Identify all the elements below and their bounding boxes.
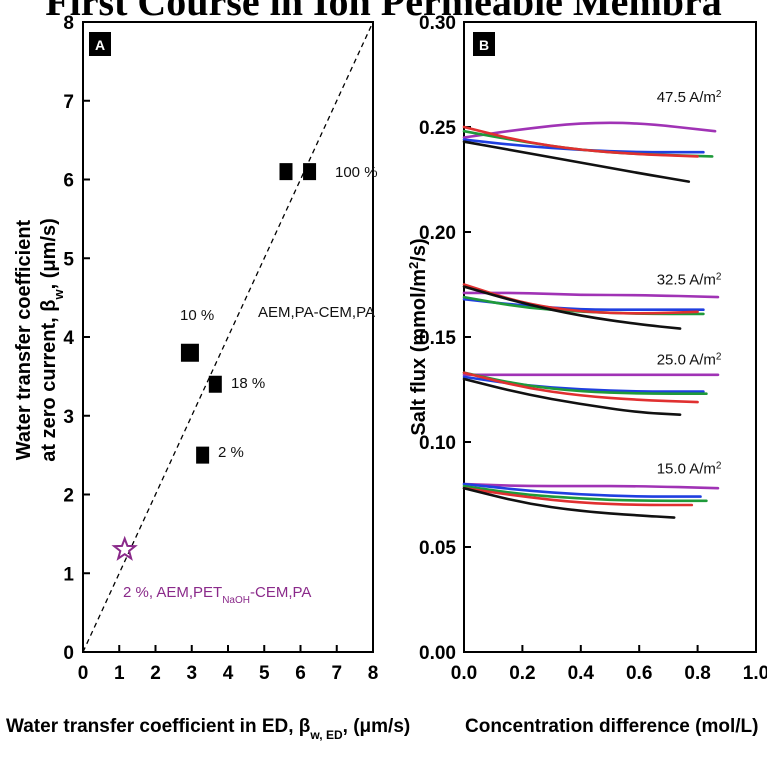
annotation-star-post: -CEM,PA <box>250 584 311 601</box>
page-title: First Course in Ion Permeable Membra <box>45 0 722 24</box>
panel-a-label: A <box>95 37 105 53</box>
annotation-star-pre: 2 %, AEM,PET <box>123 584 222 601</box>
panel-b-label-box <box>473 32 495 56</box>
group-label-main: 15.0 A/m <box>657 461 716 478</box>
series-line-green <box>462 484 708 503</box>
annotation-2: 2 % <box>218 444 244 461</box>
reference-line <box>82 21 374 653</box>
annotation-10: 10 % <box>180 307 214 324</box>
group-label-main: 47.5 A/m <box>657 89 716 106</box>
panel-b-ytick-label: 0.00 <box>419 643 456 664</box>
group-label: 25.0 A/m2 <box>657 351 722 369</box>
annotation-membrane-pair: AEM,PA-CEM,PA <box>258 304 375 321</box>
panel-a-ylabel-sub: w <box>51 289 66 301</box>
series-line-red <box>462 371 699 404</box>
group-label: 15.0 A/m2 <box>657 460 722 478</box>
panel-b-ylabel-sup: 2 <box>406 262 421 269</box>
panel-a-xlabel-unit: , (μm/s) <box>343 716 411 737</box>
panel-b-ytick-label: 0.30 <box>419 13 456 34</box>
panel-a-xtick-label: 0 <box>78 663 89 684</box>
panel-a-ytick-label: 1 <box>63 564 74 585</box>
group-label-sup: 2 <box>716 271 722 282</box>
group-label-sup: 2 <box>716 351 722 362</box>
panel-a: 0 1 2 3 4 5 6 7 8 0 1 2 3 4 5 6 7 8 A 100 % 10 % 18 % 2 %… <box>6 13 410 742</box>
scatter-point-square <box>303 163 317 181</box>
series-line-black <box>462 377 682 416</box>
scatter-point-star <box>111 535 138 561</box>
panel-b-xtick-label: 0.2 <box>509 663 535 684</box>
panel-b-ylabel: Salt flux (mmol/m2/s) <box>406 238 431 435</box>
panel-a-ytick-label: 3 <box>63 407 74 428</box>
group-label: 47.5 A/m2 <box>657 88 722 106</box>
series-line-red <box>462 283 699 315</box>
panel-a-ylabel-line1: Water transfer coefficient <box>13 219 35 460</box>
panel-a-xlabel-sub: w, ED <box>309 728 343 742</box>
series-line-purple <box>462 291 720 299</box>
annotation-18: 18 % <box>231 375 265 392</box>
panel-b-ytick-label: 0.10 <box>419 433 456 454</box>
panel-b-xtick-label: 0.0 <box>451 663 477 684</box>
panel-b-ytick-label: 0.05 <box>419 538 456 559</box>
group-label: 32.5 A/m2 <box>657 271 722 289</box>
panel-a-ytick-label: 8 <box>63 13 74 34</box>
panel-b-xtick-label: 0.8 <box>684 663 710 684</box>
panel-b: 0.0 0.2 0.4 0.6 0.8 1.0 0.00 0.05 0.10 0.15 0.20 0.… <box>406 13 767 737</box>
group-label-main: 25.0 A/m <box>657 351 716 368</box>
panel-a-xtick-label: 4 <box>223 663 234 684</box>
panel-b-xtick-label: 0.6 <box>626 663 652 684</box>
panel-b-lines <box>462 121 720 519</box>
panel-b-ytick-label: 0.25 <box>419 118 456 139</box>
panel-a-ticks: 0 1 2 3 4 5 6 7 8 0 1 2 3 4 5 6 7 8 <box>63 13 378 684</box>
series-line-black <box>462 486 676 519</box>
series-line-black <box>462 285 682 330</box>
panel-a-label-box <box>89 32 111 56</box>
panel-b-xtick-label: 1.0 <box>743 663 767 684</box>
panel-a-xlabel: Water transfer coefficient in ED, βw, ED… <box>6 716 410 742</box>
panel-a-ylabel-line2: at zero current, βw, (μm/s) <box>38 218 66 462</box>
panel-a-ytick-label: 7 <box>63 92 74 113</box>
panel-a-xtick-label: 3 <box>186 663 197 684</box>
panel-a-xtick-label: 1 <box>114 663 125 684</box>
panel-b-ticks: 0.0 0.2 0.4 0.6 0.8 1.0 0.00 0.05 0.10 0.15 0.20 0.… <box>419 13 767 684</box>
panel-b-ylabel-main: Salt flux (mmol/m <box>408 269 430 436</box>
annotation-star-sub: NaOH <box>222 595 250 606</box>
panel-a-marks <box>82 21 374 653</box>
panel-a-xtick-label: 8 <box>368 663 379 684</box>
panel-a-xtick-label: 6 <box>295 663 306 684</box>
panel-a-ytick-label: 0 <box>63 643 74 664</box>
scatter-point-square <box>208 375 222 393</box>
panel-a-ylabel-unit: , (μm/s) <box>38 218 60 289</box>
panel-a-xtick-label: 7 <box>331 663 342 684</box>
panel-b-frame <box>463 21 757 653</box>
panel-a-ytick-label: 6 <box>63 171 74 192</box>
scatter-point-square <box>180 343 199 362</box>
group-label-sup: 2 <box>716 88 722 99</box>
annotation-100: 100 % <box>335 164 378 181</box>
group-label-main: 32.5 A/m <box>657 272 716 289</box>
series-line-black <box>462 140 691 183</box>
panel-a-ytick-label: 2 <box>63 486 74 507</box>
series-line-blue <box>462 138 705 154</box>
panel-a-xtick-label: 2 <box>150 663 161 684</box>
series-line-red <box>462 125 699 158</box>
scatter-point-square <box>196 446 210 464</box>
panel-a-xlabel-main: Water transfer coefficient in ED, β <box>6 716 310 737</box>
panel-a-xtick-label: 5 <box>259 663 270 684</box>
panel-b-ytick-label: 0.20 <box>419 223 456 244</box>
panel-a-ytick-label: 4 <box>63 328 74 349</box>
panel-b-ylabel-tail: /s) <box>408 238 430 261</box>
scatter-point-square <box>279 163 293 181</box>
panel-b-label: B <box>479 37 489 53</box>
panel-a-ylabel-main: at zero current, β <box>38 300 60 462</box>
panel-b-xtick-label: 0.4 <box>568 663 595 684</box>
annotation-star: 2 %, AEM,PETNaOH-CEM,PA <box>123 584 311 606</box>
panel-a-ytick-label: 5 <box>63 249 74 270</box>
panel-b-ytick-label: 0.15 <box>419 328 456 349</box>
series-line-blue <box>462 482 702 498</box>
panel-b-xlabel: Concentration difference (mol/L) <box>465 716 758 737</box>
group-label-sup: 2 <box>716 460 722 471</box>
series-line-red <box>462 486 694 507</box>
